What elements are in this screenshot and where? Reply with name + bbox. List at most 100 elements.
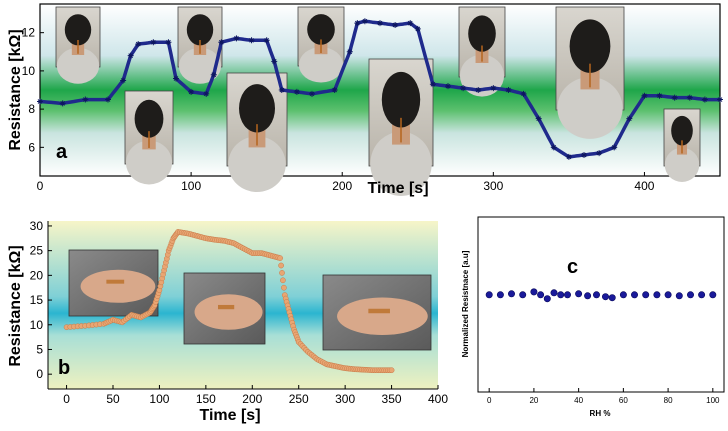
photo-skin bbox=[194, 294, 263, 330]
y-tick-label: 5 bbox=[36, 342, 43, 356]
data-point bbox=[543, 295, 551, 303]
data-point-star bbox=[475, 87, 482, 93]
data-point bbox=[277, 255, 283, 261]
x-tick-label: 100 bbox=[181, 179, 201, 193]
panel-a-photo-9 bbox=[663, 108, 701, 182]
x-tick-label: 200 bbox=[332, 179, 352, 193]
data-point-star bbox=[581, 151, 587, 158]
data-point-star bbox=[120, 77, 127, 84]
photo-shirt bbox=[664, 147, 700, 182]
x-tick-label: 0 bbox=[63, 392, 70, 406]
data-point-star bbox=[218, 39, 225, 46]
x-tick-label: 80 bbox=[664, 396, 673, 405]
panel-c-plot-area bbox=[477, 216, 725, 393]
data-point bbox=[675, 292, 683, 300]
data-point bbox=[709, 291, 717, 299]
data-point-star bbox=[127, 52, 134, 59]
panel-a-photo-3 bbox=[177, 6, 223, 84]
y-tick-label: 0 bbox=[36, 367, 43, 381]
y-tick-label: 20 bbox=[30, 268, 44, 282]
panel-b-letter: b bbox=[58, 357, 70, 379]
data-point bbox=[575, 290, 583, 298]
photo-hair bbox=[381, 71, 421, 128]
data-point-star bbox=[701, 96, 708, 103]
data-point-star bbox=[445, 83, 451, 90]
data-point-star bbox=[641, 92, 648, 99]
data-point bbox=[550, 289, 558, 297]
panel-a-letter: a bbox=[56, 141, 68, 163]
photo-shirt bbox=[125, 140, 173, 185]
panel-b-photo-1 bbox=[68, 249, 159, 317]
x-tick-label: 40 bbox=[574, 396, 583, 405]
data-point-star bbox=[105, 96, 111, 103]
y-tick-label: 30 bbox=[30, 219, 44, 233]
photo-shirt bbox=[228, 136, 286, 193]
photo-skin bbox=[80, 269, 156, 303]
data-point-star bbox=[361, 18, 368, 25]
data-point-star bbox=[596, 150, 603, 157]
data-point-star bbox=[188, 88, 195, 95]
data-point bbox=[619, 291, 627, 299]
panel-c: 0 20 40 60 80 100 c RH % Normalized Resistnac… bbox=[461, 216, 725, 418]
data-point-star bbox=[293, 88, 300, 95]
photo-hair bbox=[307, 14, 335, 45]
data-point-star bbox=[173, 75, 179, 82]
panel-a-photo-7 bbox=[458, 6, 506, 97]
panel-b: 0 50 100 150 200 250 300 350 400 0 5 10 15 20 25 30 b T… bbox=[7, 219, 448, 424]
data-point-star bbox=[135, 41, 142, 48]
panel-c-letter: c bbox=[567, 256, 578, 278]
y-tick-label: 10 bbox=[22, 64, 36, 78]
data-point bbox=[686, 291, 694, 299]
panel-a-axes: 0 100 200 300 400 6 8 10 12 bbox=[22, 26, 655, 193]
panel-b-series bbox=[63, 229, 395, 374]
photo-hair bbox=[468, 15, 496, 52]
data-point bbox=[608, 294, 616, 302]
data-point bbox=[496, 291, 504, 299]
x-tick-label: 400 bbox=[428, 392, 448, 406]
data-point bbox=[281, 284, 287, 291]
data-point-star bbox=[429, 81, 436, 88]
y-tick-label: 6 bbox=[28, 140, 35, 154]
x-tick-label: 150 bbox=[196, 392, 216, 406]
panel-a-photo-5 bbox=[297, 6, 345, 83]
data-point-star bbox=[550, 144, 557, 151]
data-point-star bbox=[407, 20, 414, 27]
photo-hair bbox=[64, 14, 92, 46]
panel-c-axes: 0 20 40 60 80 100 bbox=[487, 388, 720, 405]
data-point bbox=[388, 367, 395, 374]
panel-b-photo-2 bbox=[183, 272, 266, 345]
photo-hair bbox=[186, 14, 214, 46]
data-point-star bbox=[505, 87, 512, 93]
panel-a: 0 100 200 300 400 6 8 10 12 a Time [s] Resistanc… bbox=[7, 3, 723, 197]
data-point bbox=[519, 291, 527, 299]
data-point-star bbox=[346, 48, 353, 55]
panel-a-photo-6 bbox=[368, 58, 434, 196]
x-tick-label: 50 bbox=[106, 392, 120, 406]
x-tick-label: 300 bbox=[483, 179, 503, 193]
data-point bbox=[279, 270, 285, 276]
data-point-star bbox=[414, 25, 421, 32]
panel-b-xlabel: Time [s] bbox=[199, 407, 260, 424]
y-tick-label: 15 bbox=[30, 293, 44, 307]
data-point-star bbox=[210, 71, 217, 78]
panel-a-photo-8 bbox=[555, 6, 625, 139]
data-point-star bbox=[377, 20, 383, 27]
data-point bbox=[557, 291, 565, 299]
data-point-star bbox=[165, 39, 172, 46]
photo-sensor bbox=[368, 308, 390, 314]
data-point bbox=[664, 291, 672, 299]
panel-b-photo-3 bbox=[322, 274, 432, 351]
data-point-star bbox=[271, 58, 278, 65]
data-point-star bbox=[717, 96, 723, 103]
data-point bbox=[507, 290, 515, 298]
x-tick-label: 20 bbox=[529, 396, 538, 405]
x-tick-label: 0 bbox=[37, 179, 44, 193]
data-point bbox=[278, 262, 284, 269]
photo-hair bbox=[134, 99, 164, 138]
data-point-star bbox=[611, 144, 618, 151]
data-point-star bbox=[37, 98, 43, 105]
x-tick-label: 300 bbox=[335, 392, 355, 406]
data-point bbox=[530, 288, 538, 296]
data-point-star bbox=[309, 90, 315, 97]
y-tick-label: 12 bbox=[22, 26, 36, 40]
